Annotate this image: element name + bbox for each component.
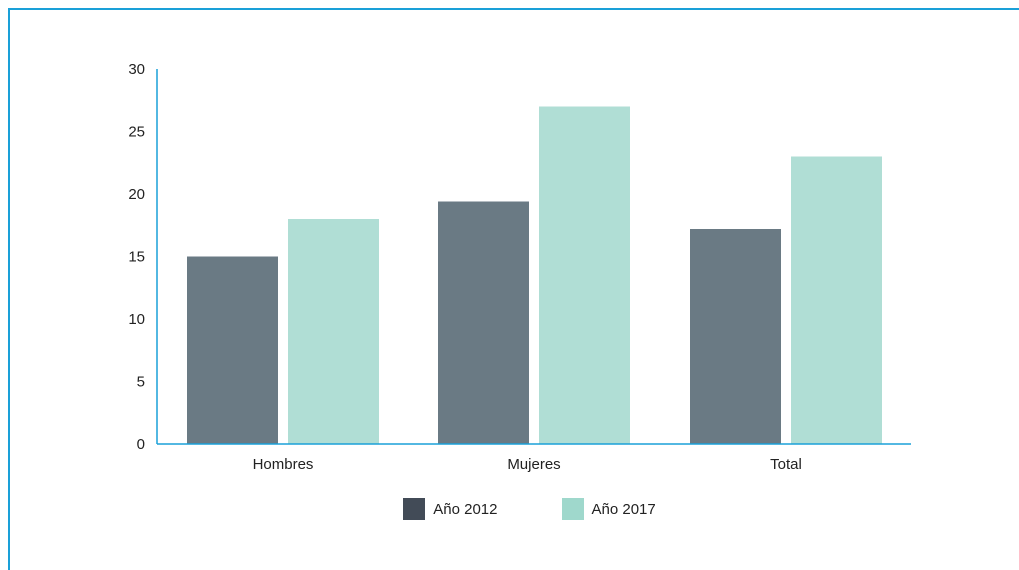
y-tick-label-5: 5 [137, 374, 145, 391]
legend-swatch-2012 [403, 498, 426, 520]
legend-label-2012: Año 2012 [433, 500, 498, 518]
x-category-label-hombres: Hombres [253, 456, 314, 473]
bar-mujeres-2012 [438, 201, 529, 444]
y-tick-label-25: 25 [128, 124, 145, 141]
y-tick-label-15: 15 [128, 249, 145, 266]
y-tick-label-20: 20 [128, 186, 145, 203]
bar-total-2012 [690, 229, 781, 444]
legend-swatch-2017 [561, 498, 584, 520]
legend-item-2017: Año 2017 [522, 498, 656, 520]
frame-left-border [8, 8, 10, 570]
bar-hombres-2017 [288, 219, 379, 444]
x-category-label-total: Total [770, 456, 802, 473]
y-tick-label-0: 0 [137, 436, 145, 453]
x-category-label-mujeres: Mujeres [507, 456, 560, 473]
chart-legend: Año 2012 Año 2017 [0, 498, 1019, 520]
legend-label-2017: Año 2017 [591, 500, 656, 518]
legend-item-2012: Año 2012 [403, 498, 498, 520]
bar-hombres-2012 [187, 256, 278, 444]
bar-total-2017 [791, 156, 882, 444]
frame-top-border [8, 8, 1019, 10]
bar-mujeres-2017 [539, 106, 630, 444]
y-tick-label-10: 10 [128, 311, 145, 328]
y-tick-label-30: 30 [128, 61, 145, 78]
